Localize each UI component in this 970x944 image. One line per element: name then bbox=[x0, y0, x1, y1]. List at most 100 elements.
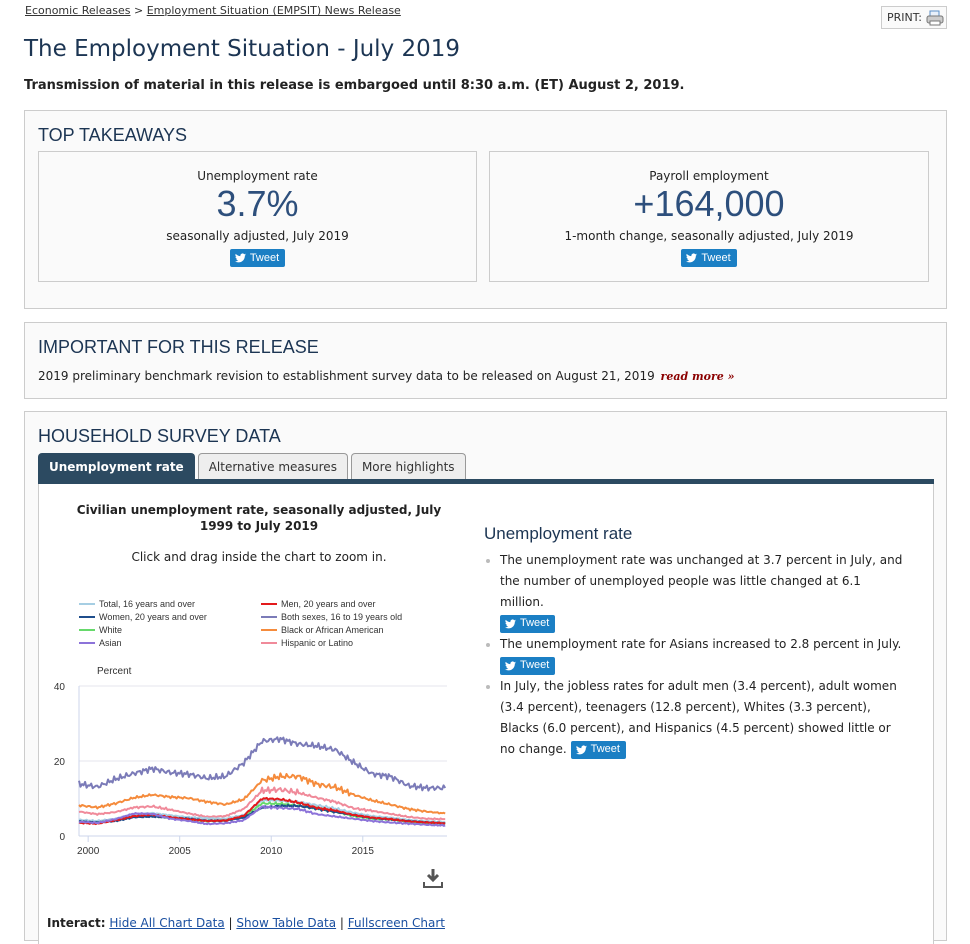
highlight-item: The unemployment rate for Asians increas… bbox=[484, 634, 904, 676]
legend-item[interactable]: Both sexes, 16 to 19 years old bbox=[261, 611, 431, 623]
y-axis-label: Percent bbox=[97, 666, 132, 677]
tweet-label: Tweet bbox=[590, 743, 620, 755]
chart-title: Civilian unemployment rate, seasonally a… bbox=[76, 503, 442, 533]
twitter-bird-icon bbox=[505, 660, 516, 670]
legend-swatch bbox=[79, 603, 95, 605]
tweet-label: Tweet bbox=[520, 659, 550, 671]
highlights-list: The unemployment rate was unchanged at 3… bbox=[484, 550, 904, 760]
tweet-button[interactable]: Tweet bbox=[229, 249, 286, 267]
legend-swatch bbox=[261, 629, 277, 631]
tab-content: Civilian unemployment rate, seasonally a… bbox=[38, 484, 934, 944]
interact-label: Interact: bbox=[47, 916, 106, 930]
twitter-bird-icon bbox=[686, 253, 698, 263]
fullscreen-chart-link[interactable]: Fullscreen Chart bbox=[347, 916, 445, 930]
tweet-label: Tweet bbox=[520, 617, 550, 629]
hide-all-chart-data-link[interactable]: Hide All Chart Data bbox=[109, 916, 225, 930]
breadcrumb-economic-releases[interactable]: Economic Releases bbox=[25, 4, 131, 17]
y-tick-label: 40 bbox=[54, 682, 66, 693]
legend-swatch bbox=[261, 616, 277, 618]
read-more-link[interactable]: read more » bbox=[660, 370, 735, 383]
takeaway-sub: 1-month change, seasonally adjusted, Jul… bbox=[564, 229, 854, 243]
tweet-button[interactable]: Tweet bbox=[500, 614, 556, 633]
legend-item[interactable]: Total, 16 years and over bbox=[79, 598, 261, 610]
legend-item[interactable]: Hispanic or Latino bbox=[261, 637, 431, 649]
takeaway-value: 3.7% bbox=[216, 183, 299, 224]
chart-hint: Click and drag inside the chart to zoom … bbox=[131, 550, 387, 564]
embargo-notice: Transmission of material in this release… bbox=[24, 78, 685, 93]
print-label: PRINT: bbox=[887, 11, 922, 24]
legend-item[interactable]: Black or African American bbox=[261, 624, 431, 636]
highlight-text: The unemployment rate was unchanged at 3… bbox=[500, 553, 903, 609]
legend-swatch bbox=[79, 629, 95, 631]
tab-more-highlights[interactable]: More highlights bbox=[350, 453, 466, 480]
legend-label: Both sexes, 16 to 19 years old bbox=[281, 612, 403, 622]
household-tabs: Unemployment rate Alternative measures M… bbox=[38, 453, 466, 480]
series-line-black-or-african-american[interactable] bbox=[78, 772, 446, 815]
separator: | bbox=[228, 916, 233, 930]
takeaway-label: Payroll employment bbox=[649, 169, 769, 183]
breadcrumb-empsit[interactable]: Employment Situation (EMPSIT) News Relea… bbox=[146, 4, 401, 17]
series-line-men-20-years-and-over[interactable] bbox=[78, 796, 446, 826]
top-takeaways-heading: TOP TAKEAWAYS bbox=[38, 125, 188, 145]
important-heading: IMPORTANT FOR THIS RELEASE bbox=[38, 337, 319, 357]
printer-icon bbox=[926, 10, 944, 25]
household-heading: HOUSEHOLD SURVEY DATA bbox=[38, 426, 281, 446]
separator: | bbox=[339, 916, 344, 930]
legend-swatch bbox=[79, 616, 95, 618]
legend-item[interactable]: Asian bbox=[79, 637, 261, 649]
legend-swatch bbox=[261, 642, 277, 644]
highlights-heading: Unemployment rate bbox=[484, 524, 633, 543]
legend-label: Asian bbox=[99, 638, 122, 648]
x-tick-label: 2015 bbox=[352, 846, 375, 857]
important-panel: IMPORTANT FOR THIS RELEASE 2019 prelimin… bbox=[24, 322, 947, 399]
x-tick-label: 2005 bbox=[169, 846, 192, 857]
y-tick-label: 0 bbox=[59, 832, 65, 843]
tweet-button[interactable]: Tweet bbox=[500, 656, 556, 675]
unemployment-chart[interactable]: Percent 0 20 40 2000 2005 2010 2015 bbox=[39, 654, 469, 864]
show-table-data-link[interactable]: Show Table Data bbox=[236, 916, 337, 930]
legend-label: White bbox=[99, 625, 123, 635]
download-icon[interactable] bbox=[422, 867, 444, 889]
legend-swatch bbox=[261, 603, 277, 605]
takeaway-card-payroll: Payroll employment +164,000 1-month chan… bbox=[489, 151, 929, 282]
twitter-bird-icon bbox=[575, 744, 587, 754]
highlight-item: In July, the jobless rates for adult men… bbox=[484, 676, 904, 760]
tweet-button[interactable]: Tweet bbox=[681, 249, 737, 267]
x-tick-label: 2010 bbox=[260, 846, 283, 857]
series-line-both-sexes-16-to-19-years-old[interactable] bbox=[78, 736, 447, 792]
twitter-bird-icon bbox=[505, 618, 516, 628]
legend-item[interactable]: White bbox=[79, 624, 261, 636]
highlight-text: In July, the jobless rates for adult men… bbox=[500, 679, 897, 756]
legend-label: Black or African American bbox=[281, 625, 384, 635]
important-text: 2019 preliminary benchmark revision to e… bbox=[38, 369, 655, 383]
tweet-label: Tweet bbox=[701, 252, 731, 264]
highlight-text: The unemployment rate for Asians increas… bbox=[500, 637, 902, 651]
highlight-item: The unemployment rate was unchanged at 3… bbox=[484, 550, 904, 634]
breadcrumb-separator: > bbox=[133, 4, 144, 17]
tweet-button[interactable]: Tweet bbox=[570, 740, 626, 759]
page-title: The Employment Situation - July 2019 bbox=[24, 36, 461, 62]
legend-label: Women, 20 years and over bbox=[99, 612, 207, 622]
series-line-hispanic-or-latino[interactable] bbox=[78, 786, 446, 821]
twitter-bird-icon bbox=[234, 253, 246, 263]
takeaway-value: +164,000 bbox=[633, 183, 785, 224]
legend-label: Total, 16 years and over bbox=[99, 599, 196, 609]
y-tick-label: 20 bbox=[54, 757, 66, 768]
tab-alternative-measures[interactable]: Alternative measures bbox=[197, 453, 348, 480]
takeaway-card-unemployment: Unemployment rate 3.7% seasonally adjust… bbox=[38, 151, 477, 282]
chart-interact-bar: Interact: Hide All Chart Data | Show Tab… bbox=[47, 916, 445, 930]
household-survey-panel: HOUSEHOLD SURVEY DATA Unemployment rate … bbox=[24, 411, 947, 944]
legend-label: Hispanic or Latino bbox=[281, 638, 354, 648]
legend-item[interactable]: Women, 20 years and over bbox=[79, 611, 261, 623]
breadcrumb: Economic Releases > Employment Situation… bbox=[25, 4, 401, 17]
takeaway-sub: seasonally adjusted, July 2019 bbox=[166, 229, 349, 243]
legend-swatch bbox=[79, 642, 95, 644]
print-button[interactable]: PRINT: bbox=[881, 6, 947, 29]
series-line-asian[interactable] bbox=[78, 805, 446, 827]
tab-unemployment-rate[interactable]: Unemployment rate bbox=[38, 453, 195, 480]
top-takeaways-panel: TOP TAKEAWAYS Unemployment rate 3.7% sea… bbox=[24, 110, 947, 309]
legend-item[interactable]: Men, 20 years and over bbox=[261, 598, 431, 610]
takeaway-label: Unemployment rate bbox=[197, 169, 318, 183]
chart-legend: Total, 16 years and over Men, 20 years an… bbox=[79, 598, 439, 649]
highlights: Unemployment rate The unemployment rate … bbox=[484, 524, 904, 760]
